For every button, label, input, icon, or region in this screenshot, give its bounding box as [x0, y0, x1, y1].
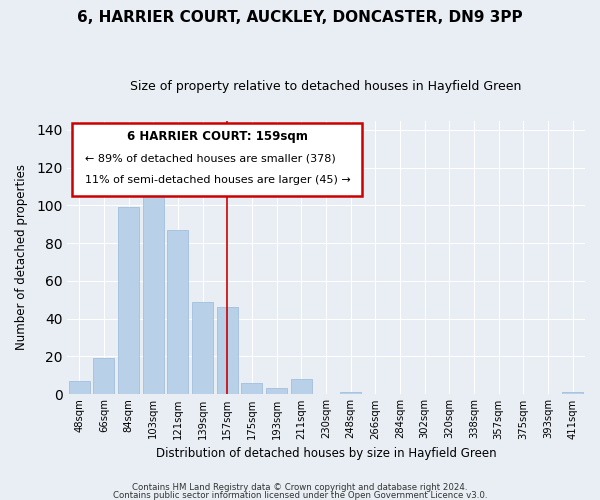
Bar: [69, 381, 89, 394]
Bar: [266, 388, 287, 394]
Y-axis label: Number of detached properties: Number of detached properties: [15, 164, 28, 350]
Bar: [340, 392, 361, 394]
Bar: [118, 208, 139, 394]
Bar: [241, 383, 262, 394]
Text: Contains HM Land Registry data © Crown copyright and database right 2024.: Contains HM Land Registry data © Crown c…: [132, 484, 468, 492]
Bar: [143, 192, 164, 394]
Bar: [94, 358, 115, 394]
Title: Size of property relative to detached houses in Hayfield Green: Size of property relative to detached ho…: [130, 80, 521, 93]
Bar: [192, 302, 213, 394]
Bar: [291, 379, 312, 394]
Bar: [217, 308, 238, 394]
Text: ← 89% of detached houses are smaller (378): ← 89% of detached houses are smaller (37…: [85, 153, 336, 163]
Text: 6, HARRIER COURT, AUCKLEY, DONCASTER, DN9 3PP: 6, HARRIER COURT, AUCKLEY, DONCASTER, DN…: [77, 10, 523, 25]
Bar: [562, 392, 583, 394]
Bar: [167, 230, 188, 394]
X-axis label: Distribution of detached houses by size in Hayfield Green: Distribution of detached houses by size …: [155, 447, 496, 460]
Text: 11% of semi-detached houses are larger (45) →: 11% of semi-detached houses are larger (…: [85, 175, 351, 185]
FancyBboxPatch shape: [72, 124, 362, 196]
Text: 6 HARRIER COURT: 159sqm: 6 HARRIER COURT: 159sqm: [127, 130, 308, 143]
Text: Contains public sector information licensed under the Open Government Licence v3: Contains public sector information licen…: [113, 490, 487, 500]
